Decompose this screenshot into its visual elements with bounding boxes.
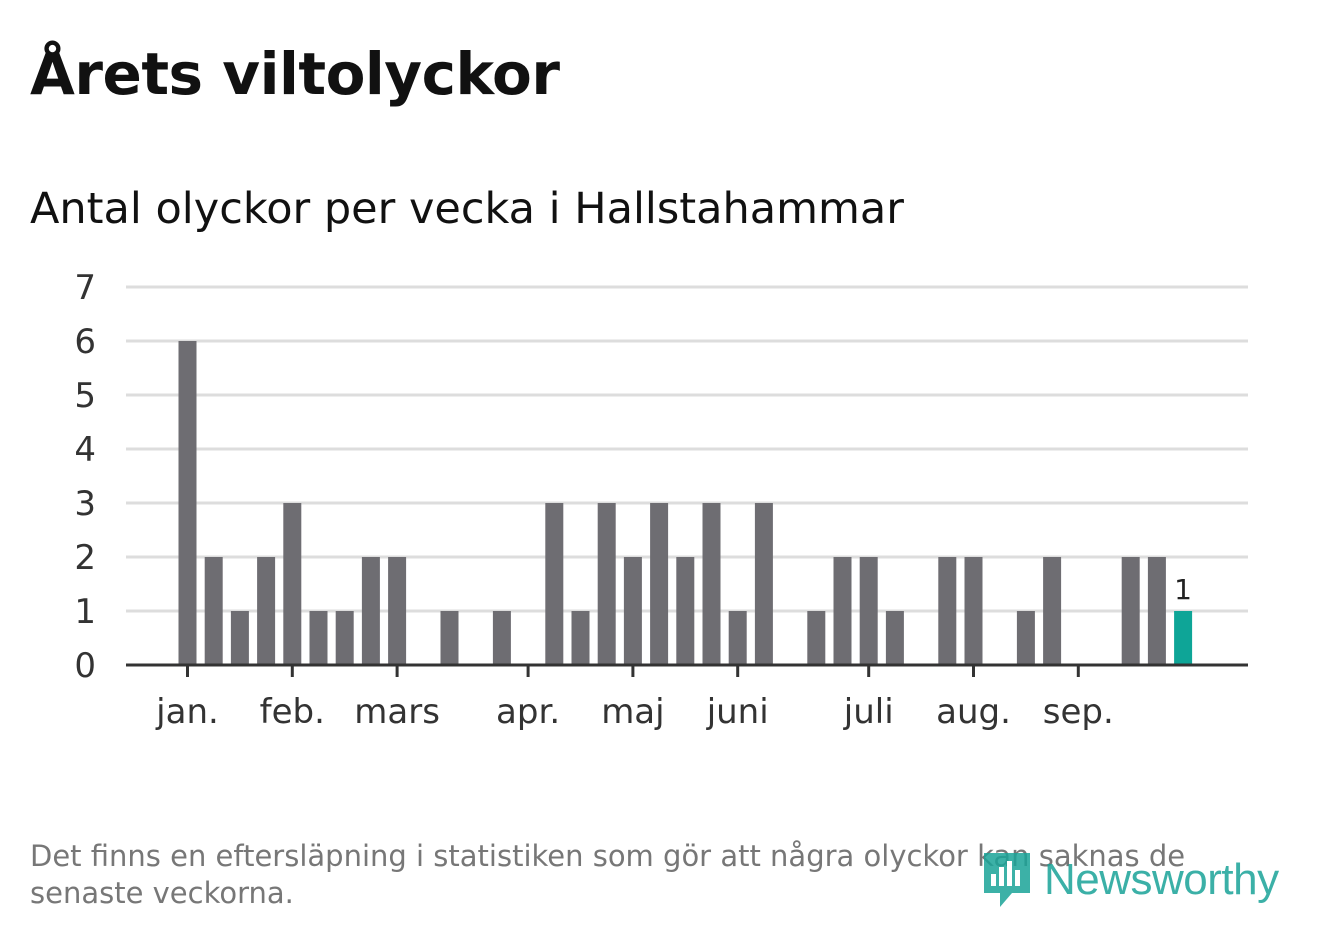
bar xyxy=(1016,611,1035,665)
bar xyxy=(702,503,721,665)
x-tick-label: mars xyxy=(354,692,440,732)
bar xyxy=(597,503,616,665)
bar xyxy=(885,611,904,665)
y-tick-label: 2 xyxy=(74,538,96,578)
bar xyxy=(361,557,380,665)
bars xyxy=(178,341,1193,665)
y-tick-label: 7 xyxy=(74,268,96,308)
bar xyxy=(440,611,459,665)
bar xyxy=(571,611,590,665)
x-tick-label: aug. xyxy=(936,692,1011,732)
chart-subtitle: Antal olyckor per vecka i Hallstahammar xyxy=(30,184,904,234)
bar xyxy=(545,503,564,665)
bar xyxy=(335,611,354,665)
bar xyxy=(257,557,276,665)
bar xyxy=(807,611,826,665)
bar xyxy=(492,611,511,665)
bar xyxy=(754,503,773,665)
bar-chart: 0 1 2 3 4 5 6 7 jan. feb. mars apr. maj juni juli aug.… xyxy=(74,268,1248,732)
y-tick-label: 0 xyxy=(74,646,96,686)
data-labels: 1 xyxy=(1174,573,1192,606)
bar xyxy=(650,503,669,665)
gridlines xyxy=(126,285,1248,613)
x-tick-label: juli xyxy=(843,692,894,732)
bar xyxy=(964,557,983,665)
bar xyxy=(833,557,852,665)
x-tick-label: juni xyxy=(706,692,769,732)
bar xyxy=(1147,557,1166,665)
bar xyxy=(1043,557,1062,665)
bar xyxy=(309,611,328,665)
y-tick-label: 6 xyxy=(74,322,96,362)
bar xyxy=(1121,557,1140,665)
newsworthy-logo-icon xyxy=(984,853,1030,907)
y-tick-label: 5 xyxy=(74,376,96,416)
bar xyxy=(230,611,249,665)
y-axis-ticks: 0 1 2 3 4 5 6 7 xyxy=(74,268,96,686)
bar xyxy=(938,557,957,665)
bar xyxy=(623,557,642,665)
x-tick-label: apr. xyxy=(496,692,560,732)
bar xyxy=(178,341,197,665)
newsworthy-logo[interactable]: Newsworthy xyxy=(982,848,1279,912)
data-label: 1 xyxy=(1174,573,1192,606)
y-tick-label: 3 xyxy=(74,484,96,524)
chart-title: Årets viltolyckor xyxy=(30,40,560,108)
x-tick-label: maj xyxy=(601,692,664,732)
bar-highlight xyxy=(1174,611,1193,665)
x-axis-ticks: jan. feb. mars apr. maj juni juli aug. sep. xyxy=(155,665,1114,732)
bar xyxy=(676,557,695,665)
x-tick-label: jan. xyxy=(155,692,219,732)
y-tick-label: 4 xyxy=(74,430,96,470)
bar xyxy=(388,557,407,665)
newsworthy-logo-text: Newsworthy xyxy=(1044,855,1279,904)
x-tick-label: feb. xyxy=(260,692,325,732)
bar xyxy=(204,557,223,665)
bar xyxy=(283,503,302,665)
x-tick-label: sep. xyxy=(1043,692,1114,732)
bar xyxy=(728,611,747,665)
bar xyxy=(859,557,878,665)
y-tick-label: 1 xyxy=(74,592,96,632)
